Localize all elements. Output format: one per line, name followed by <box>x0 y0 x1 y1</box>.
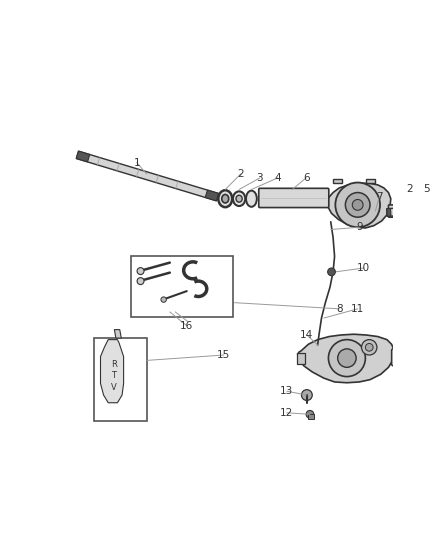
Circle shape <box>137 268 144 274</box>
Polygon shape <box>100 340 124 403</box>
Circle shape <box>306 410 314 418</box>
Text: 2: 2 <box>407 184 413 195</box>
Polygon shape <box>298 334 395 383</box>
Polygon shape <box>76 151 219 201</box>
Circle shape <box>328 340 365 377</box>
Bar <box>131 256 233 317</box>
Polygon shape <box>333 179 342 183</box>
Text: 8: 8 <box>336 304 343 314</box>
Polygon shape <box>366 179 375 183</box>
Text: 5: 5 <box>424 184 430 195</box>
Circle shape <box>397 350 411 364</box>
Ellipse shape <box>396 203 409 219</box>
Circle shape <box>301 390 312 400</box>
Text: 13: 13 <box>280 386 293 396</box>
Ellipse shape <box>218 190 232 207</box>
Polygon shape <box>76 151 90 162</box>
Text: V: V <box>111 383 117 392</box>
Text: 1: 1 <box>134 158 140 167</box>
Bar <box>94 338 147 421</box>
FancyBboxPatch shape <box>392 349 418 366</box>
Polygon shape <box>387 208 391 216</box>
Polygon shape <box>387 206 435 216</box>
Text: 12: 12 <box>280 408 293 418</box>
Text: T: T <box>111 372 116 381</box>
Text: 16: 16 <box>180 321 193 331</box>
Text: 11: 11 <box>351 304 364 314</box>
Circle shape <box>346 192 370 217</box>
FancyBboxPatch shape <box>259 188 329 207</box>
FancyBboxPatch shape <box>389 205 404 217</box>
Text: 15: 15 <box>217 350 230 360</box>
Ellipse shape <box>425 207 431 214</box>
Ellipse shape <box>233 191 245 206</box>
Text: 3: 3 <box>257 173 263 183</box>
Circle shape <box>365 343 373 351</box>
Text: 7: 7 <box>376 192 382 202</box>
Text: 10: 10 <box>357 263 371 273</box>
Polygon shape <box>114 329 121 338</box>
Circle shape <box>328 268 336 276</box>
Ellipse shape <box>410 204 421 218</box>
Ellipse shape <box>222 195 229 203</box>
Polygon shape <box>205 190 219 201</box>
Ellipse shape <box>246 191 257 207</box>
Ellipse shape <box>399 207 406 215</box>
Text: 4: 4 <box>274 173 281 183</box>
Text: 14: 14 <box>300 330 314 340</box>
Ellipse shape <box>236 195 242 202</box>
Circle shape <box>137 278 144 285</box>
Circle shape <box>336 182 380 227</box>
Polygon shape <box>297 353 304 364</box>
Text: R: R <box>111 360 117 369</box>
Polygon shape <box>307 414 314 419</box>
Circle shape <box>361 340 377 355</box>
Polygon shape <box>327 183 391 228</box>
Circle shape <box>161 297 166 302</box>
Circle shape <box>352 199 363 210</box>
Text: 6: 6 <box>303 173 309 183</box>
Circle shape <box>338 349 356 367</box>
Polygon shape <box>431 206 435 214</box>
Text: 2: 2 <box>237 169 244 179</box>
Text: 9: 9 <box>357 222 363 232</box>
Ellipse shape <box>422 203 433 217</box>
